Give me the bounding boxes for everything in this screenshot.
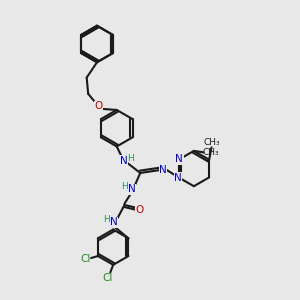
Text: N: N [175, 154, 183, 164]
Text: H: H [127, 154, 134, 163]
Text: Cl: Cl [80, 254, 90, 264]
Text: CH₃: CH₃ [202, 148, 219, 157]
Text: Cl: Cl [102, 273, 112, 284]
Text: CH₃: CH₃ [203, 138, 220, 147]
Text: H: H [121, 182, 128, 191]
Text: O: O [135, 205, 143, 215]
Text: N: N [128, 184, 135, 194]
Text: N: N [110, 217, 118, 227]
Text: H: H [103, 215, 110, 224]
Text: N: N [120, 156, 128, 166]
Text: N: N [159, 165, 167, 175]
Text: O: O [94, 101, 103, 111]
Text: N: N [174, 173, 182, 183]
